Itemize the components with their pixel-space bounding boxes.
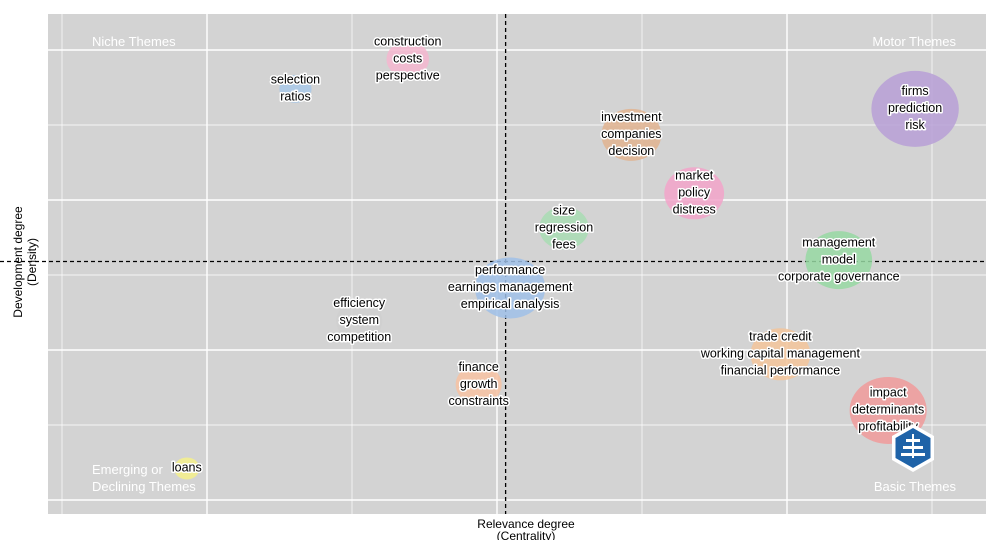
cluster-label-6-word-1: size	[553, 203, 575, 217]
cluster-label-10-word-1: trade credit	[749, 330, 812, 344]
cluster-label-5-word-2: policy	[678, 186, 711, 200]
cluster-label-1-word-1: construction	[374, 34, 441, 48]
cluster-label-7-word-2: model	[822, 252, 856, 266]
y-axis-subtitle: (Density)	[25, 238, 39, 286]
cluster-label-1-word-3: perspective	[376, 68, 440, 82]
cluster-label-12-word-1: impact	[870, 386, 907, 400]
cluster-label-11-word-2: growth	[460, 377, 498, 391]
cluster-label-5-word-1: market	[675, 169, 714, 183]
cluster-label-11-word-1: finance	[459, 360, 499, 374]
cluster-label-11-word-3: constraints	[448, 394, 508, 408]
cluster-bubble-1	[386, 40, 430, 78]
cluster-label-8-word-2: earnings management	[448, 280, 573, 294]
x-axis-title: Relevance degree	[477, 517, 575, 531]
cluster-label-9-word-1: efficiency	[333, 296, 386, 310]
cluster-label-4-word-2: companies	[601, 127, 661, 141]
cluster-bubble-13	[174, 457, 200, 480]
cluster-label-3-word-1: firms	[902, 84, 929, 98]
cluster-bubble-11	[455, 364, 502, 405]
cluster-label-12-word-2: determinants	[852, 403, 924, 417]
cluster-label-1-word-2: costs	[393, 51, 422, 65]
cluster-label-6-word-2: regression	[535, 220, 593, 234]
quadrant-label-motor: Motor Themes	[872, 34, 956, 49]
cluster-bubble-3	[871, 70, 959, 147]
cluster-label-10-word-3: financial performance	[721, 364, 841, 378]
cluster-bubble-9	[336, 300, 383, 341]
quadrant-label-emerging-line-1: Emerging or	[92, 462, 163, 477]
quadrant-label-emerging-line-2: Declining Themes	[92, 479, 196, 494]
y-axis-title: Development degree	[11, 206, 25, 318]
cluster-labels: construction costs perspective selection rat…	[170, 33, 943, 476]
cluster-label-7-word-1: management	[802, 235, 875, 249]
quadrant-label-basic: Basic Themes	[874, 479, 957, 494]
cluster-label-2-word-2: ratios	[280, 90, 311, 104]
watermark-logo	[892, 424, 934, 472]
cluster-label-6-word-3: fees	[552, 237, 576, 251]
cluster-label-7-word-3: corporate governance	[778, 269, 900, 283]
cluster-label-4-word-3: decision	[608, 144, 654, 158]
cluster-label-5-word-3: distress	[673, 203, 716, 217]
cluster-bubble-4	[601, 108, 662, 161]
x-axis-subtitle: (Centrality)	[497, 529, 556, 540]
cluster-bubble-7	[805, 231, 873, 290]
cluster-bubble-10	[750, 328, 811, 381]
cluster-label-2-word-1: selection	[271, 73, 320, 87]
cluster-bubble-6	[539, 206, 589, 250]
cluster-bubble-2	[279, 74, 312, 103]
cluster-label-4-word-1: investment	[601, 110, 662, 124]
cluster-label-8-word-1: performance	[475, 263, 545, 277]
cluster-bubble-5	[664, 167, 725, 220]
cluster-label-10-word-2: working capital management	[700, 347, 861, 361]
cluster-label-13-word-1: loans	[172, 461, 202, 475]
cluster-label-3-word-3: risk	[905, 118, 925, 132]
cluster-label-9-word-2: system	[339, 313, 379, 327]
cluster-label-3-word-2: prediction	[888, 101, 942, 115]
cluster-bubbles	[174, 40, 959, 480]
quadrant-label-niche: Niche Themes	[92, 34, 176, 49]
cluster-bubble-8	[475, 257, 546, 319]
cluster-label-9-word-3: competition	[327, 330, 391, 344]
cluster-label-8-word-3: empirical analysis	[461, 297, 560, 311]
